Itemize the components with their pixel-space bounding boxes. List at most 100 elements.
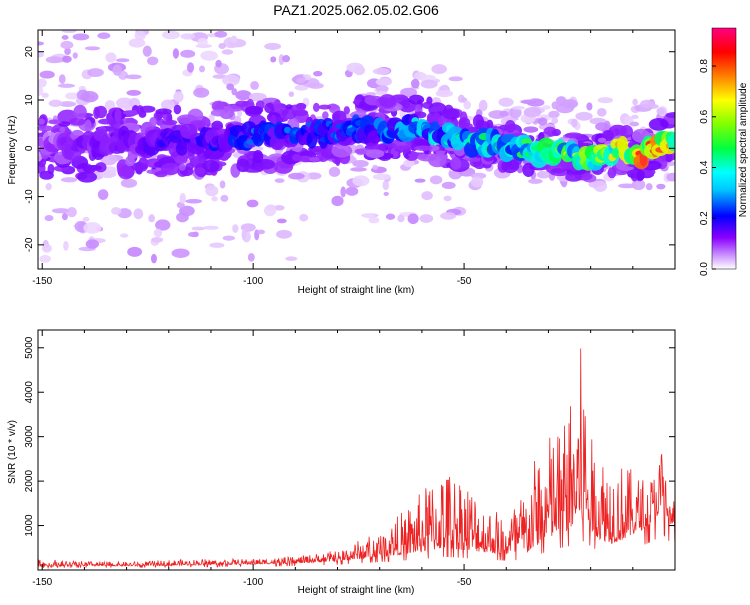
spectrogram-cloud-blob	[114, 108, 122, 123]
spectrogram-noise-blob	[232, 224, 239, 233]
spectrogram-noise-blob	[58, 74, 66, 84]
spectrogram-cloud-blob	[648, 118, 669, 131]
spectrogram-cloud-blob	[464, 156, 482, 162]
spectrogram-cloud-blob	[331, 143, 353, 158]
spectrogram-noise-blob	[220, 194, 229, 202]
spectrogram-cloud-blob	[264, 102, 275, 114]
spectrogram-noise-blob	[463, 100, 472, 110]
spectrogram-cloud-blob	[636, 169, 645, 181]
spectrogram-cloud-blob	[450, 156, 462, 170]
spectrogram-noise-blob	[45, 183, 52, 191]
spectrogram-cloud-blob	[202, 160, 220, 173]
spectrogram-noise-blob	[58, 101, 77, 107]
spectrogram-cloud-blob	[84, 119, 92, 133]
spectrogram-noise-blob	[84, 46, 101, 51]
spectrogram-cloud-blob	[149, 116, 157, 128]
spectrogram-cloud-blob	[57, 109, 78, 124]
spectrogram-cloud-blob	[94, 105, 108, 119]
spectrogram-cloud-blob	[312, 102, 320, 113]
colorbar-label: Normalized spectral amplitude	[738, 82, 749, 217]
spectrogram-noise-blob	[246, 199, 259, 208]
spectrogram-noise-blob	[80, 91, 99, 103]
spectrogram-noise-blob	[191, 226, 206, 231]
spectrogram-noise-blob	[285, 256, 298, 261]
spectrogram-cloud-blob	[565, 172, 583, 182]
spectrogram-noise-blob	[588, 180, 601, 188]
spectrogram-noise-blob	[276, 229, 293, 239]
spectrogram-noise-blob	[256, 229, 266, 235]
spectrogram-noise-blob	[352, 160, 369, 168]
spectrogram-cloud-blob	[243, 166, 264, 173]
colorbar-tick-label: 0.2	[699, 211, 710, 225]
snr-y-label: SNR (10 * v/v)	[7, 420, 18, 484]
spectrogram-noise-blob	[375, 78, 392, 86]
spectrogram-noise-blob	[520, 99, 536, 104]
spectrogram-noise-blob	[127, 246, 143, 257]
spectrogram-noise-blob	[551, 116, 559, 125]
spectrogram-noise-blob	[372, 164, 379, 171]
spectrogram-noise-blob	[313, 70, 323, 77]
spectrogram-noise-blob	[441, 181, 456, 190]
spectrogram-noise-blob	[372, 68, 390, 75]
spectrogram-noise-blob	[133, 208, 144, 220]
spectrogram-cloud-blob	[211, 100, 225, 112]
spectrogram-noise-blob	[66, 206, 77, 218]
spectrogram-noise-blob	[61, 35, 69, 40]
spectrogram-cloud-blob	[86, 167, 96, 174]
spectrogram-heatmap	[38, 30, 675, 264]
spectrogram-cloud-blob	[378, 143, 386, 152]
spectrogram-noise-blob	[51, 208, 71, 214]
spectrogram-noise-blob	[82, 216, 90, 222]
spectrogram-cloud-blob	[523, 126, 539, 133]
spectrogram-cloud-blob	[38, 125, 54, 132]
spectrogram-cloud-blob	[601, 130, 614, 142]
spectrogram-noise-blob	[147, 56, 159, 66]
spectrogram-noise-blob	[410, 78, 420, 89]
spectrogram-noise-blob	[185, 199, 203, 204]
spectrogram-noise-blob	[219, 180, 226, 189]
spectrogram-noise-blob	[375, 85, 389, 93]
spectrogram-noise-blob	[350, 167, 367, 172]
spectrogram-noise-blob	[443, 195, 452, 202]
spectrogram-noise-blob	[115, 58, 130, 63]
snr-x-label: Height of straight line (km)	[298, 585, 415, 596]
spectrogram-noise-blob	[205, 185, 219, 197]
spectrogram-noise-blob	[211, 196, 218, 202]
spectrogram-noise-blob	[151, 237, 164, 243]
spectrogram-noise-blob	[498, 97, 514, 107]
spectrogram-cloud-blob	[77, 171, 98, 183]
spectrogram-noise-blob	[197, 37, 208, 47]
spectrogram-noise-blob	[632, 98, 638, 106]
spectrogram-noise-blob	[372, 173, 391, 181]
spectrogram-cloud-blob	[288, 104, 306, 112]
spectrogram-y-tick-label: 0	[24, 145, 35, 151]
spectrogram-noise-blob	[435, 90, 454, 98]
spectrogram-noise-blob	[134, 30, 146, 41]
spectrogram-noise-blob	[640, 99, 655, 109]
spectrogram-noise-blob	[162, 30, 181, 40]
spectrogram-noise-blob	[448, 76, 463, 82]
spectrogram-cloud-blob	[195, 167, 206, 174]
spectrogram-noise-blob	[352, 175, 370, 187]
spectrogram-noise-blob	[200, 50, 218, 61]
snr-series-line	[38, 348, 675, 570]
spectrogram-noise-blob	[186, 62, 195, 73]
spectrogram-noise-blob	[222, 74, 240, 86]
spectrogram-noise-blob	[595, 122, 610, 131]
spectrogram-noise-blob	[39, 255, 51, 263]
spectrogram-noise-blob	[218, 43, 226, 49]
spectrogram-cloud-blob	[378, 94, 397, 108]
spectrogram-cloud-blob	[564, 132, 583, 139]
spectrogram-noise-blob	[288, 91, 295, 97]
spectrogram-noise-blob	[631, 179, 646, 191]
spectrogram-cloud-blob	[253, 149, 264, 164]
spectrogram-noise-blob	[306, 172, 322, 180]
spectrogram-noise-blob	[97, 32, 111, 39]
colorbar-tick-label: 0.0	[699, 262, 710, 276]
spectrogram-noise-blob	[656, 107, 666, 115]
spectrogram-noise-blob	[222, 235, 236, 241]
spectrogram-cloud-blob	[428, 153, 447, 168]
spectrogram-cloud-blob	[285, 104, 293, 110]
